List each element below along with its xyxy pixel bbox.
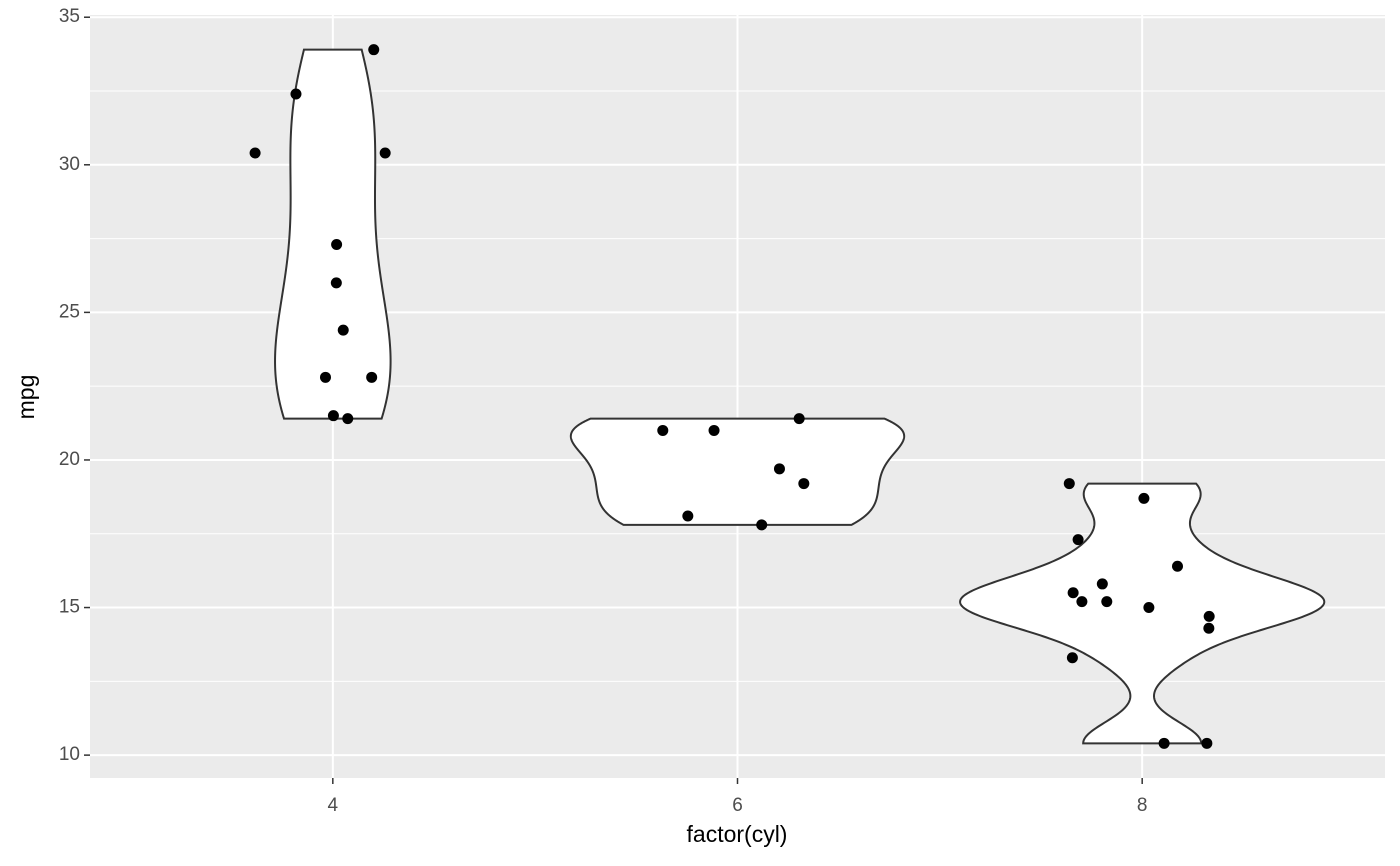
violin <box>959 482 1326 745</box>
point <box>773 463 785 475</box>
violin <box>569 417 906 526</box>
point <box>1203 610 1215 622</box>
point <box>379 147 391 159</box>
x-tick-label: 8 <box>1137 795 1148 816</box>
x-tick-label: 6 <box>732 795 743 816</box>
point <box>1158 737 1170 749</box>
point <box>331 238 343 250</box>
point <box>708 424 720 436</box>
point <box>330 277 342 289</box>
point <box>1171 560 1183 572</box>
point <box>342 413 354 425</box>
point <box>1067 587 1079 599</box>
point <box>682 510 694 522</box>
point <box>1201 737 1213 749</box>
point <box>249 147 261 159</box>
point <box>1072 534 1084 546</box>
y-tick-label: 25 <box>59 301 80 322</box>
x-tick-label: 4 <box>328 795 339 816</box>
point <box>327 410 339 422</box>
point <box>366 371 378 383</box>
point <box>290 88 302 100</box>
point <box>756 519 768 531</box>
point <box>798 478 810 490</box>
y-tick-label: 15 <box>59 597 80 618</box>
point <box>319 371 331 383</box>
point <box>793 413 805 425</box>
point <box>1076 596 1088 608</box>
point <box>368 44 380 56</box>
point <box>1066 652 1078 664</box>
point <box>1203 622 1215 634</box>
point <box>1063 478 1075 490</box>
point <box>1138 492 1150 504</box>
y-tick-label: 10 <box>59 744 80 765</box>
x-axis-label: factor(cyl) <box>687 821 788 847</box>
violin <box>274 48 392 420</box>
point <box>1101 596 1113 608</box>
point <box>657 424 669 436</box>
y-tick-label: 35 <box>59 6 80 27</box>
point <box>337 324 349 336</box>
y-tick-label: 20 <box>59 449 80 470</box>
y-tick-label: 30 <box>59 154 80 175</box>
y-axis-label: mpg <box>13 375 39 420</box>
point <box>1143 602 1155 614</box>
point <box>1096 578 1108 590</box>
